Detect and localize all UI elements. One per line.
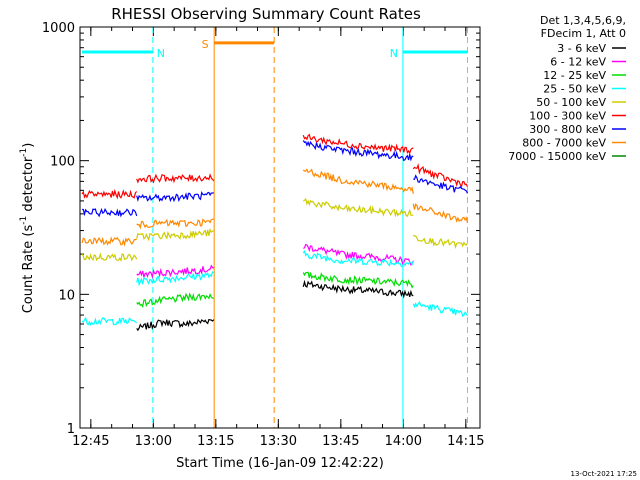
series-line xyxy=(302,133,414,155)
x-axis-label: Start Time (16-Jan-09 12:42:22) xyxy=(176,456,384,471)
series-line xyxy=(303,243,414,266)
series-line xyxy=(136,173,215,184)
series-line xyxy=(412,234,468,249)
series-line xyxy=(412,300,469,317)
series-line xyxy=(302,140,414,162)
legend: Det 1,3,4,5,6,9,FDecim 1, Att 0 3 - 6 keV… xyxy=(508,14,626,163)
series-line xyxy=(81,188,138,200)
series-line xyxy=(302,168,414,194)
marker-label: N xyxy=(390,47,398,60)
marker-label: S xyxy=(202,38,209,51)
series-line xyxy=(136,227,214,242)
legend-label: 7000 - 15000 keV xyxy=(508,150,606,163)
series-line xyxy=(136,191,214,203)
y-axis-label: Count Rate (s-1 detector-1) xyxy=(19,143,36,314)
series-line xyxy=(81,236,137,247)
x-tick-label: 14:15 xyxy=(447,434,484,449)
series-line xyxy=(136,271,215,287)
legend-label: 800 - 7000 keV xyxy=(522,137,606,150)
legend-label: 100 - 300 keV xyxy=(529,110,606,123)
chart-title: RHESSI Observing Summary Count Rates xyxy=(111,5,421,23)
series-line xyxy=(136,264,215,280)
series-line xyxy=(302,279,414,299)
x-tick-label: 13:45 xyxy=(322,434,359,449)
series-line xyxy=(302,271,414,289)
plot-area: 1 10 100 1000 12:45 13:00 13:15 13:30 13:45 14:00… xyxy=(42,21,485,449)
x-tick-label: 13:00 xyxy=(135,434,172,449)
footer-timestamp: 13-Oct-2021 17:25 xyxy=(571,470,637,478)
legend-label: 50 - 100 keV xyxy=(536,96,606,109)
series-line xyxy=(412,163,469,189)
legend-label: 300 - 800 keV xyxy=(529,123,606,136)
series-line xyxy=(81,252,138,262)
y-tick-label: 1000 xyxy=(42,21,75,36)
series-line xyxy=(412,203,469,223)
series-line xyxy=(302,197,414,218)
x-tick-label: 12:45 xyxy=(72,434,109,449)
series-line xyxy=(136,292,214,309)
legend-label: 6 - 12 keV xyxy=(550,56,606,69)
legend-header: FDecim 1, Att 0 xyxy=(541,27,626,40)
x-tick-label: 14:00 xyxy=(385,434,422,449)
series-line xyxy=(136,318,215,332)
x-tick-label: 13:15 xyxy=(197,434,234,449)
legend-label: 25 - 50 keV xyxy=(543,83,606,96)
y-tick-label: 1 xyxy=(67,422,75,437)
series-line xyxy=(413,174,469,194)
legend-label: 12 - 25 keV xyxy=(543,69,606,82)
marker-label: N xyxy=(157,47,165,60)
series-line xyxy=(82,207,138,218)
series-line xyxy=(81,316,138,327)
legend-header: Det 1,3,4,5,6,9, xyxy=(540,14,626,27)
y-tick-label: 10 xyxy=(58,288,75,303)
series-line xyxy=(136,218,214,230)
series-line xyxy=(302,249,414,268)
plot-frame xyxy=(79,26,481,429)
legend-label: 3 - 6 keV xyxy=(557,42,606,55)
x-tick-label: 13:30 xyxy=(260,434,297,449)
y-tick-label: 100 xyxy=(50,155,75,170)
